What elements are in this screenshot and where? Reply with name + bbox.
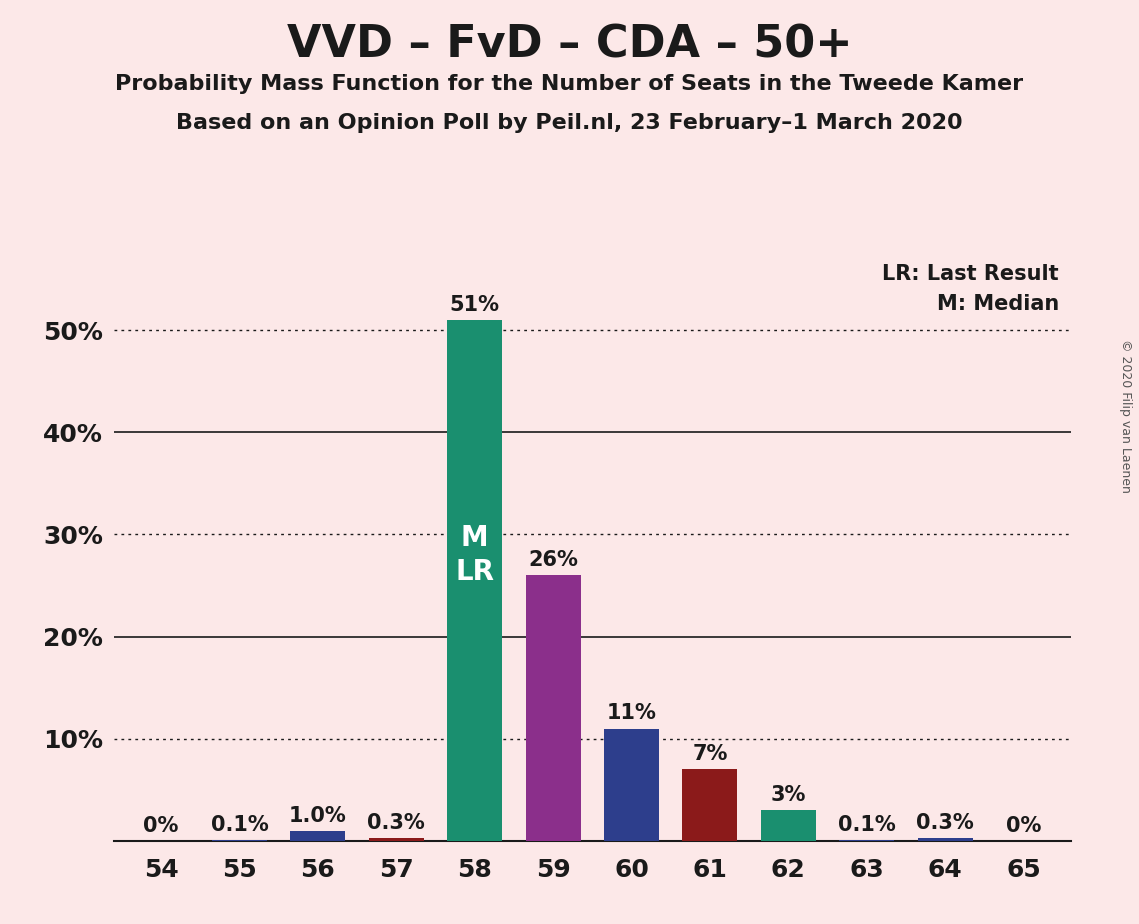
Text: 1.0%: 1.0% (289, 806, 346, 825)
Bar (604, 728, 659, 841)
Text: 0.1%: 0.1% (211, 815, 269, 834)
Text: Based on an Opinion Poll by Peil.nl, 23 February–1 March 2020: Based on an Opinion Poll by Peil.nl, 23 … (177, 113, 962, 133)
Bar (212, 840, 267, 841)
Bar (448, 320, 502, 841)
Bar (839, 840, 894, 841)
Text: 51%: 51% (450, 295, 500, 315)
Text: VVD – FvD – CDA – 50+: VVD – FvD – CDA – 50+ (287, 23, 852, 67)
Text: 11%: 11% (607, 703, 656, 723)
Text: 26%: 26% (528, 550, 577, 570)
Text: 3%: 3% (771, 785, 806, 805)
Text: M
LR: M LR (456, 524, 494, 586)
Text: 0%: 0% (1006, 816, 1041, 835)
Text: 0.1%: 0.1% (838, 815, 895, 834)
Bar (290, 831, 345, 841)
Text: 0.3%: 0.3% (916, 813, 974, 833)
Text: 0%: 0% (144, 816, 179, 835)
Bar (761, 810, 816, 841)
Text: 0.3%: 0.3% (368, 813, 425, 833)
Text: M: Median: M: Median (936, 295, 1059, 314)
Bar (525, 576, 581, 841)
Bar (918, 838, 973, 841)
Text: 7%: 7% (693, 744, 728, 764)
Text: LR: Last Result: LR: Last Result (883, 264, 1059, 284)
Bar (682, 770, 737, 841)
Text: Probability Mass Function for the Number of Seats in the Tweede Kamer: Probability Mass Function for the Number… (115, 74, 1024, 94)
Bar (369, 838, 424, 841)
Text: © 2020 Filip van Laenen: © 2020 Filip van Laenen (1118, 339, 1132, 492)
